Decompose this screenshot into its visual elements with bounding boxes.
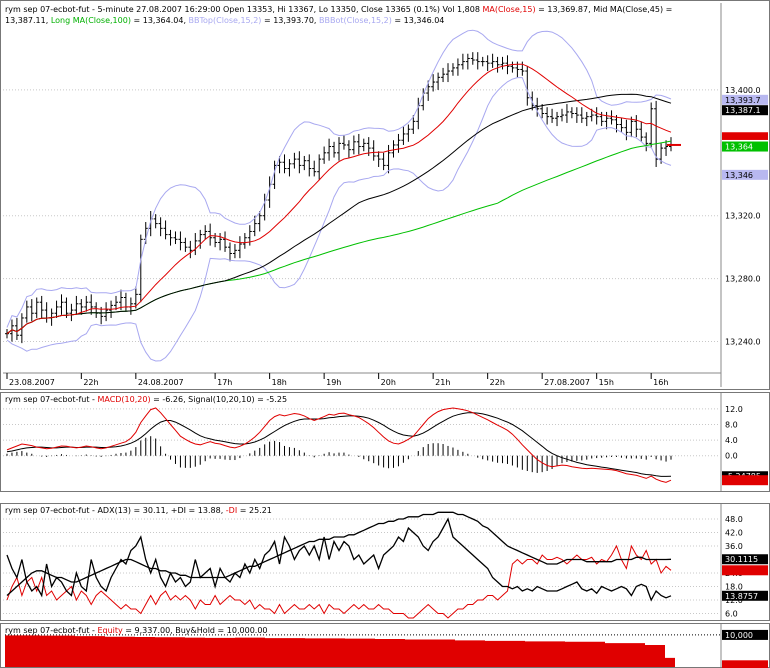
price-tag-label: 25.2073 <box>725 566 758 575</box>
bbtop-value: = 13,393.70, <box>261 16 319 25</box>
price-tag-label: 30.1115 <box>725 555 758 564</box>
plus-di-line <box>6 517 672 602</box>
macd-label: MACD(10,20) <box>97 395 151 404</box>
x-tick-label: 20h <box>381 378 396 387</box>
price-tag-label: 10,000 <box>725 631 753 640</box>
y-tick-label: 42.0 <box>725 529 743 538</box>
macd-value: = -6.26, <box>150 395 189 404</box>
adx-line <box>6 511 672 596</box>
price-header-prefix: rym sep 07-ecbot-fut - 5-minute 27.08.20… <box>5 5 483 14</box>
ma15-value: = 13,369.87, <box>535 5 594 14</box>
plus-di-value: = 13.88, <box>186 506 226 515</box>
ma45-line <box>6 93 672 335</box>
plus-di-label: +DI <box>170 506 187 515</box>
bbbot-value: = 13,346.04 <box>391 16 445 25</box>
bb-bottom-line <box>6 77 672 362</box>
x-tick-label: 22h <box>490 378 505 387</box>
macd-header-prefix: rym sep 07-ecbot-fut - <box>5 395 98 404</box>
adx-value: = 30.11, <box>131 506 171 515</box>
y-tick-label: 6.0 <box>725 610 738 619</box>
minus-di-line <box>6 544 672 619</box>
adx-chart: 48.042.036.024.018.012.06.030.111525.207… <box>3 504 768 620</box>
price-tag-label: 13,387.1 <box>725 106 761 115</box>
x-tick-label: 18h <box>272 378 287 387</box>
y-tick-label: 12.0 <box>725 405 743 414</box>
bb-top-line <box>6 29 672 328</box>
buyhold-value: = 10,000.00 <box>215 626 268 635</box>
y-tick-label: 13,240.0 <box>725 338 761 347</box>
price-tag <box>722 94 768 105</box>
price-tag <box>722 132 768 143</box>
macd-panel: rym sep 07-ecbot-fut - MACD(10,20) = -6.… <box>0 392 770 492</box>
price-header-line2: 13,387.11, Long MA(Close,100) = 13,364.0… <box>5 16 444 26</box>
price-tag-label: -6.26019 <box>725 476 761 485</box>
price-panel: rym sep 07-ecbot-fut - 5-minute 27.08.20… <box>0 0 770 390</box>
bbtop-label: BBTop(Close,15,2) <box>188 16 262 25</box>
macd-line <box>6 407 672 483</box>
price-tag <box>722 590 768 601</box>
price-chart: 13,400.0 13,320.0 13,280.0 13,240.0 13,393.7… <box>3 3 768 387</box>
minus-di-value: = 25.21 <box>237 506 272 515</box>
price-tag-label: 13,364 <box>725 143 753 152</box>
buyhold-label: Buy&Hold <box>175 626 215 635</box>
y-tick-label: 13,320.0 <box>725 212 761 221</box>
x-tick-label: 17h <box>217 378 232 387</box>
long-ma-label: Long MA(Close,100) <box>50 16 131 25</box>
price-tag <box>722 660 768 668</box>
ma15-line <box>6 63 672 335</box>
equity-label: Equity <box>97 626 123 635</box>
x-tick-label: 15h <box>599 378 614 387</box>
y-tick-label: 13,280.0 <box>725 275 761 284</box>
equity-header: rym sep 07-ecbot-fut - Equity = 9,337.00… <box>5 626 268 636</box>
x-tick-label: 19h <box>326 378 341 387</box>
adx-header: rym sep 07-ecbot-fut - ADX(13) = 30.11, … <box>5 506 272 516</box>
mid-ma-value: = <box>663 5 673 14</box>
price-tag <box>722 629 768 640</box>
y-tick-label: 0.0 <box>725 452 738 461</box>
price-tag <box>722 554 768 565</box>
adx-label: ADX(13) <box>97 506 131 515</box>
minus-di-label: -DI <box>225 506 238 515</box>
signal-label: Signal(10,20,10) <box>188 395 255 404</box>
y-tick-label: 36.0 <box>725 542 743 551</box>
equity-area <box>5 635 675 667</box>
equity-chart: 10,000 9,337 <box>5 624 768 668</box>
x-tick-label: 21h <box>435 378 450 387</box>
price-tag-label: 13,369.9 <box>725 133 761 142</box>
signal-value: = -5.25 <box>254 395 288 404</box>
y-tick-label: 18.0 <box>725 583 743 592</box>
price-tag <box>722 141 768 152</box>
bbbot-label: BBBot(Close,15,2) <box>319 16 392 25</box>
adx-panel: rym sep 07-ecbot-fut - ADX(13) = 30.11, … <box>0 503 770 621</box>
x-tick-label: 23.08.2007 <box>9 378 55 387</box>
price-tag-label: 9,337 <box>725 661 748 668</box>
y-tick-label: 8.0 <box>725 420 738 429</box>
price-tag-label: 13,346 <box>725 171 753 180</box>
x-tick-label: 24.08.2007 <box>138 378 184 387</box>
price-tag-label: 13.8757 <box>725 592 758 601</box>
ma15-label: MA(Close,15) <box>482 5 536 14</box>
y-tick-label: 4.0 <box>725 436 738 445</box>
macd-header: rym sep 07-ecbot-fut - MACD(10,20) = -6.… <box>5 395 287 405</box>
price-tag <box>722 105 768 116</box>
adx-header-prefix: rym sep 07-ecbot-fut - <box>5 506 98 515</box>
equity-value: = 9,337.00, <box>122 626 176 635</box>
equity-header-prefix: rym sep 07-ecbot-fut - <box>5 626 98 635</box>
price-header-line1: rym sep 07-ecbot-fut - 5-minute 27.08.20… <box>5 5 672 15</box>
long-ma-value: = 13,364.04, <box>130 16 189 25</box>
price-tag <box>722 169 768 180</box>
mid-ma-number: 13,387.11, <box>5 16 51 25</box>
price-tag <box>722 565 768 576</box>
macd-chart: 12.08.04.00.0-5.24785-6.26019 <box>3 393 768 491</box>
mid-ma-label: Mid MA(Close,45) <box>593 5 664 14</box>
y-tick-label: 13,400.0 <box>725 86 761 95</box>
x-tick-label: 16h <box>653 378 668 387</box>
signal-line <box>6 412 672 477</box>
price-tag <box>722 475 768 486</box>
x-tick-label: 22h <box>83 378 98 387</box>
x-tick-label: 27.08.2007 <box>544 378 590 387</box>
y-tick-label: 48.0 <box>725 515 743 524</box>
equity-panel: rym sep 07-ecbot-fut - Equity = 9,337.00… <box>0 623 770 668</box>
price-tag-label: 13,393.7 <box>725 96 761 105</box>
